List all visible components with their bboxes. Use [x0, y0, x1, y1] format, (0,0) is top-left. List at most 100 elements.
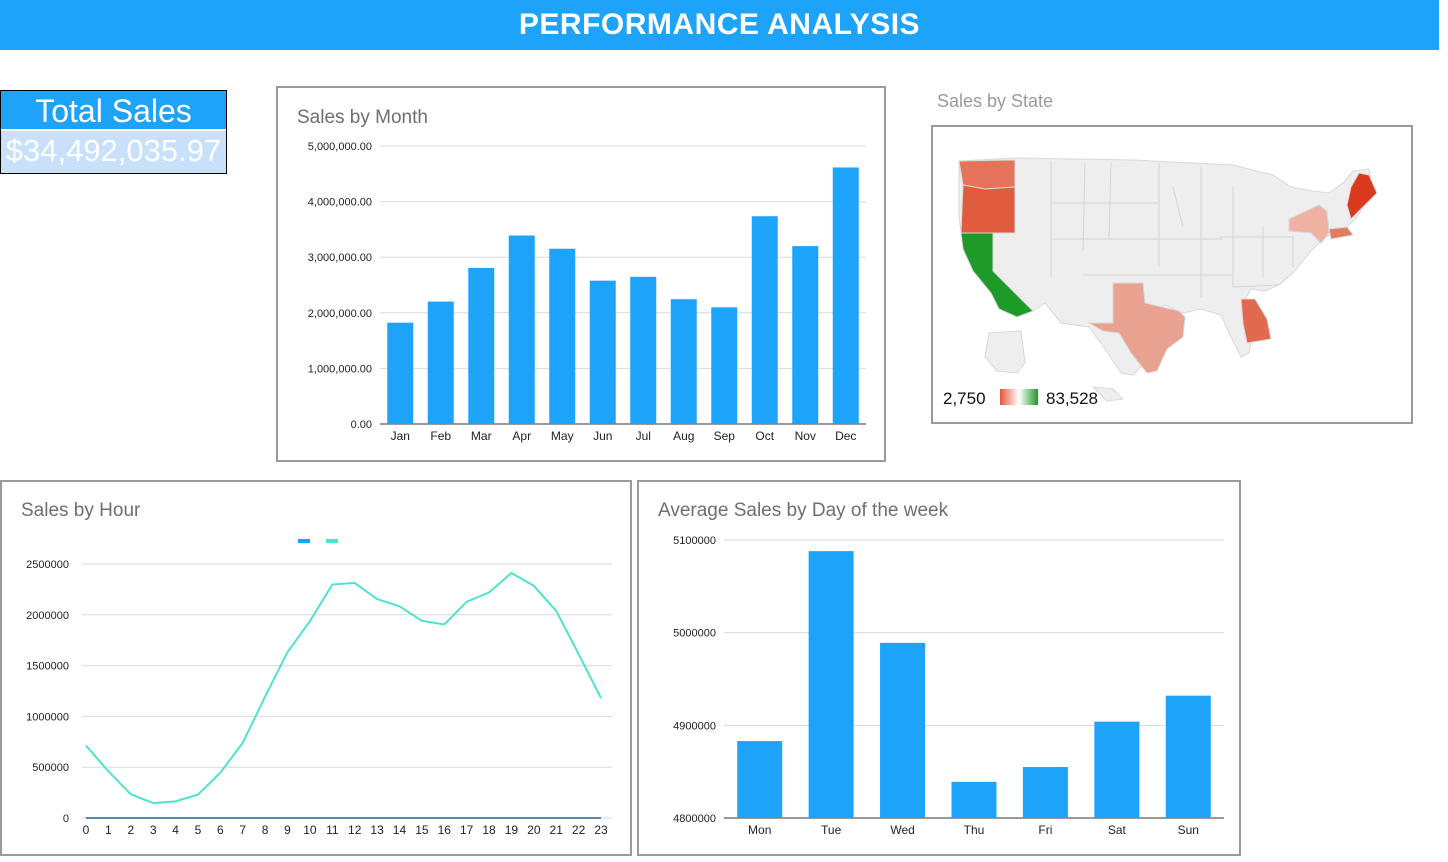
- x-tick-label: 0: [83, 823, 90, 837]
- x-tick-label: Feb: [430, 429, 451, 443]
- map-legend-min: 2,750: [943, 389, 986, 408]
- bar-jul: [630, 276, 657, 424]
- y-tick-label: 4900000: [673, 720, 716, 732]
- sales-by-month-panel: Sales by Month 0.00 1,000,000.00 2,000,000…: [276, 86, 886, 462]
- x-tick-label: 19: [505, 823, 519, 837]
- state-massachusetts[interactable]: [1328, 226, 1354, 240]
- y-tick-label: 0.00: [351, 419, 372, 431]
- sales-by-month-title: Sales by Month: [297, 107, 428, 128]
- us-map[interactable]: 2,750 83,528: [933, 127, 1411, 422]
- x-tick-label: Sun: [1178, 823, 1199, 837]
- x-tick-label: 1: [105, 823, 112, 837]
- x-tick-label: Mon: [748, 823, 771, 837]
- x-tick-label: 7: [239, 823, 246, 837]
- sales-by-weekday-title: Average Sales by Day of the week: [658, 500, 949, 521]
- x-tick-label: 4: [172, 823, 179, 837]
- x-tick-label: Apr: [512, 429, 531, 443]
- x-tick-label: 15: [415, 823, 429, 837]
- bar-may: [549, 248, 576, 424]
- y-tick-label: 2000000: [26, 610, 69, 622]
- state-new-york[interactable]: [1288, 204, 1330, 244]
- bar-sat: [1094, 721, 1140, 818]
- x-tick-label: May: [551, 429, 574, 443]
- sales-by-month-chart: 0.00 1,000,000.00 2,000,000.00 3,000,000.00…: [308, 141, 866, 443]
- bar-fri: [1022, 767, 1068, 818]
- x-tick-label: Mar: [471, 429, 492, 443]
- x-tick-label: 14: [393, 823, 407, 837]
- y-tick-label: 0: [63, 813, 69, 825]
- y-tick-label: 1000000: [26, 711, 69, 723]
- state-maine[interactable]: [1346, 172, 1378, 220]
- bar-mar: [468, 267, 495, 424]
- line-series-1: [85, 571, 602, 805]
- x-tick-label: Fri: [1038, 823, 1052, 837]
- bar-sun: [1165, 695, 1211, 818]
- x-tick-label: Jul: [636, 429, 651, 443]
- state-georgia[interactable]: [1240, 298, 1272, 344]
- total-sales-label: Total Sales: [1, 91, 226, 131]
- bar-aug: [670, 299, 697, 424]
- sales-by-state-title: Sales by State: [937, 91, 1054, 111]
- bar-tue: [808, 551, 854, 818]
- state-oregon[interactable]: [960, 184, 1016, 234]
- bar-dec: [832, 167, 859, 424]
- x-tick-label: Oct: [755, 429, 774, 443]
- bar-sep: [711, 307, 738, 424]
- state-hawaii[interactable]: [1091, 386, 1125, 402]
- x-tick-label: 22: [572, 823, 586, 837]
- x-tick-label: 9: [284, 823, 291, 837]
- y-tick-label: 5,000,000.00: [308, 141, 372, 153]
- x-tick-label: 17: [460, 823, 474, 837]
- y-tick-label: 2500000: [26, 559, 69, 571]
- bar-mon: [737, 741, 783, 818]
- y-tick-label: 1,000,000.00: [308, 363, 372, 375]
- x-tick-label: 2: [127, 823, 134, 837]
- x-tick-label: Sat: [1108, 823, 1127, 837]
- bar-jan: [387, 322, 414, 424]
- sales-by-weekday-chart: 4800000 4900000 5000000 5100000 Mon Tue Wed Thu…: [673, 535, 1224, 837]
- sales-by-weekday-panel: Average Sales by Day of the week 4800000…: [637, 480, 1241, 856]
- bar-jun: [589, 280, 616, 424]
- state-washington[interactable]: [958, 159, 1016, 190]
- y-tick-label: 5000000: [673, 628, 716, 640]
- x-tick-label: Dec: [835, 429, 856, 443]
- x-tick-label: 13: [370, 823, 384, 837]
- x-tick-label: Jun: [593, 429, 612, 443]
- x-tick-label: Nov: [795, 429, 816, 443]
- bar-apr: [508, 235, 535, 424]
- sales-by-hour-title: Sales by Hour: [21, 500, 141, 521]
- x-tick-label: Thu: [964, 823, 985, 837]
- y-tick-label: 4,000,000.00: [308, 197, 372, 209]
- bar-feb: [427, 301, 454, 424]
- x-tick-label: Aug: [673, 429, 694, 443]
- x-tick-label: 10: [303, 823, 317, 837]
- x-tick-label: 6: [217, 823, 224, 837]
- map-legend-gradient: [1000, 389, 1038, 405]
- x-tick-label: Jan: [391, 429, 410, 443]
- state-texas[interactable]: [1087, 282, 1186, 374]
- x-tick-label: 11: [326, 823, 339, 837]
- y-tick-label: 500000: [32, 762, 69, 774]
- bar-nov: [792, 246, 819, 424]
- x-tick-label: Tue: [821, 823, 842, 837]
- total-sales-value: $34,492,035.97: [1, 131, 226, 173]
- page-header: PERFORMANCE ANALYSIS: [0, 0, 1439, 50]
- state-alaska[interactable]: [984, 330, 1026, 374]
- us-outline: [958, 157, 1374, 376]
- y-tick-label: 1500000: [26, 661, 69, 673]
- x-tick-label: 12: [348, 823, 362, 837]
- x-tick-label: 23: [594, 823, 608, 837]
- sales-by-hour-panel: Sales by Hour 0 500000 1000000 1500000 20000…: [0, 480, 632, 856]
- x-tick-label: 8: [262, 823, 269, 837]
- y-tick-label: 4800000: [673, 813, 716, 825]
- bar-oct: [751, 216, 778, 424]
- x-tick-label: 3: [150, 823, 157, 837]
- bar-wed: [880, 642, 926, 818]
- total-sales-card: Total Sales $34,492,035.97: [0, 90, 227, 174]
- state-california[interactable]: [960, 232, 1034, 318]
- x-tick-label: Sep: [714, 429, 736, 443]
- page-title: PERFORMANCE ANALYSIS: [518, 8, 921, 41]
- x-tick-label: 18: [482, 823, 496, 837]
- x-tick-label: 20: [527, 823, 541, 837]
